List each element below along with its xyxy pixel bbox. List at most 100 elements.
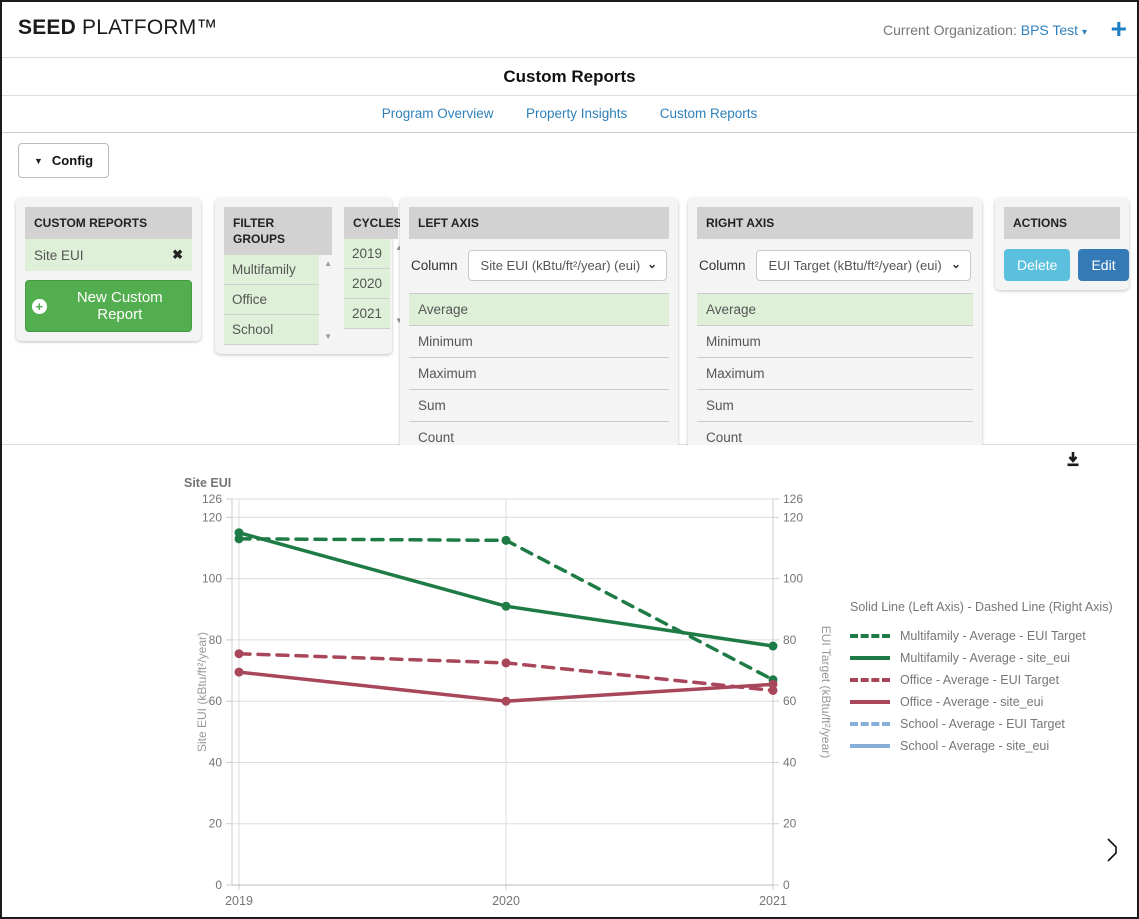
- left-axis-title: LEFT AXIS: [409, 207, 669, 240]
- svg-text:100: 100: [783, 572, 803, 586]
- right-axis-option-minimum[interactable]: Minimum: [697, 325, 973, 357]
- download-chart-icon[interactable]: [1065, 451, 1081, 473]
- left-axis-option-minimum[interactable]: Minimum: [409, 325, 669, 357]
- new-custom-report-button[interactable]: + New Custom Report: [25, 280, 192, 333]
- actions-panel: ACTIONS Delete Edit: [995, 198, 1129, 291]
- right-axis-panel: RIGHT AXIS Column EUI Target (kBtu/ft²/y…: [688, 198, 982, 464]
- dashed-line-swatch: [850, 634, 890, 638]
- legend-label: School - Average - EUI Target: [900, 717, 1065, 731]
- legend-item: School - Average - EUI Target: [850, 713, 1120, 735]
- dashed-line-swatch: [850, 722, 890, 726]
- cycles-scroll: ▲ ▼: [390, 239, 403, 329]
- svg-text:60: 60: [209, 694, 223, 708]
- legend-item: Office - Average - EUI Target: [850, 669, 1120, 691]
- right-axis-column-select[interactable]: EUI Target (kBtu/ft²/year) (eui) ⌄: [755, 250, 971, 282]
- report-item-label: Site EUI: [34, 247, 84, 263]
- svg-text:0: 0: [215, 878, 222, 892]
- right-axis-option-sum[interactable]: Sum: [697, 389, 973, 421]
- left-axis-column-select[interactable]: Site EUI (kBtu/ft²/year) (eui) ⌄: [467, 250, 668, 282]
- title-row: Custom Reports: [2, 58, 1137, 96]
- cycle-2019[interactable]: 2019: [344, 239, 391, 270]
- current-organization-label: Current Organization:: [883, 22, 1017, 38]
- config-toggle-button[interactable]: ▼ Config: [18, 143, 110, 178]
- custom-reports-panel: CUSTOM REPORTS Site EUI ✖ + New Custom R…: [16, 198, 201, 342]
- legend-label: Office - Average - EUI Target: [900, 673, 1060, 687]
- left-axis-panel: LEFT AXIS Column Site EUI (kBtu/ft²/year…: [400, 198, 678, 464]
- chart-title: Site EUI: [184, 476, 232, 490]
- chevron-down-icon: ⌄: [950, 257, 961, 272]
- svg-text:40: 40: [209, 755, 223, 769]
- svg-text:120: 120: [783, 510, 803, 524]
- svg-text:20: 20: [783, 817, 797, 831]
- config-button-label: Config: [51, 153, 94, 168]
- nav-custom-reports[interactable]: Custom Reports: [659, 106, 758, 121]
- new-custom-report-label: New Custom Report: [76, 289, 163, 324]
- legend-label: Multifamily - Average - site_eui: [900, 651, 1070, 665]
- actions-title: ACTIONS: [1004, 207, 1120, 240]
- insights-nav: Program Overview Property Insights Custo…: [2, 96, 1137, 133]
- cycle-2021[interactable]: 2021: [344, 299, 391, 330]
- plus-circle-icon: +: [32, 298, 47, 314]
- right-axis-option-average[interactable]: Average: [697, 293, 973, 326]
- scroll-down-icon[interactable]: ▼: [395, 316, 403, 326]
- add-organization-button[interactable]: +: [1110, 13, 1127, 44]
- right-axis-title: RIGHT AXIS: [697, 207, 973, 240]
- filter-group-multifamily[interactable]: Multifamily: [224, 255, 320, 286]
- nav-program-overview[interactable]: Program Overview: [381, 106, 494, 121]
- svg-text:2019: 2019: [225, 894, 253, 908]
- legend-title: Solid Line (Left Axis) - Dashed Line (Ri…: [850, 600, 1113, 614]
- right-axis-option-maximum[interactable]: Maximum: [697, 357, 973, 389]
- organization-dropdown[interactable]: BPS Test ▾: [1020, 22, 1087, 38]
- filter-groups-title: FILTER GROUPS: [224, 207, 332, 256]
- chart-section: Site EUI 0 0 20 20 40 40 60 60 80 80 100 100 120 120 1…: [2, 445, 1137, 917]
- scroll-up-icon[interactable]: ▲: [395, 243, 403, 253]
- svg-text:80: 80: [209, 633, 223, 647]
- svg-text:EUI Target (kBtu/ft²/year): EUI Target (kBtu/ft²/year): [819, 626, 833, 759]
- cycles-list: 2019 2020 2021: [344, 239, 391, 330]
- legend-item: Office - Average - site_eui: [850, 691, 1120, 713]
- legend-item: Multifamily - Average - EUI Target: [850, 625, 1120, 647]
- delete-button[interactable]: Delete: [1004, 249, 1071, 282]
- svg-text:2021: 2021: [759, 894, 787, 908]
- svg-text:2020: 2020: [492, 894, 520, 908]
- report-item-site-eui[interactable]: Site EUI ✖: [25, 239, 192, 272]
- page-title: Custom Reports: [503, 67, 636, 86]
- logo-seed: SEED: [18, 16, 76, 39]
- left-axis-option-sum[interactable]: Sum: [409, 389, 669, 421]
- legend-label: Multifamily - Average - EUI Target: [900, 629, 1086, 643]
- chevron-down-icon: ⌄: [647, 257, 658, 272]
- app-logo: SEED PLATFORM™: [18, 16, 218, 40]
- mouse-cursor: [1106, 838, 1118, 867]
- current-organization: Current Organization: BPS Test ▾: [883, 22, 1087, 38]
- nav-property-insights[interactable]: Property Insights: [525, 106, 628, 121]
- svg-text:120: 120: [202, 510, 222, 524]
- config-section: ▼ Config CUSTOM REPORTS Site EUI ✖ + New…: [2, 133, 1137, 464]
- svg-text:0: 0: [783, 878, 790, 892]
- left-axis-option-maximum[interactable]: Maximum: [409, 357, 669, 389]
- top-bar: SEED PLATFORM™ Current Organization: BPS…: [2, 2, 1137, 58]
- filter-group-office[interactable]: Office: [224, 285, 320, 316]
- logo-platform: PLATFORM™: [76, 16, 218, 39]
- right-axis-aggregation-list: Average Minimum Maximum Sum Count: [697, 293, 973, 455]
- legend-label: School - Average - site_eui: [900, 739, 1050, 753]
- scroll-up-icon[interactable]: ▲: [324, 259, 332, 269]
- edit-button[interactable]: Edit: [1078, 249, 1129, 282]
- solid-line-swatch: [850, 700, 890, 704]
- cycles-column: CYCLES 2019 2020 2021 ▲ ▼: [344, 207, 403, 345]
- svg-text:40: 40: [783, 755, 797, 769]
- filter-groups-cycles-panel: FILTER GROUPS Multifamily Office School …: [215, 198, 403, 355]
- filter-groups-list: Multifamily Office School: [224, 255, 320, 346]
- filter-group-school[interactable]: School: [224, 315, 320, 346]
- legend-item: Multifamily - Average - site_eui: [850, 647, 1120, 669]
- left-axis-aggregation-list: Average Minimum Maximum Sum Count: [409, 293, 669, 455]
- cycle-2020[interactable]: 2020: [344, 269, 391, 300]
- filter-groups-scroll: ▲ ▼: [319, 255, 332, 345]
- close-icon[interactable]: ✖: [172, 247, 183, 263]
- svg-text:126: 126: [783, 492, 803, 506]
- svg-text:80: 80: [783, 633, 797, 647]
- scroll-down-icon[interactable]: ▼: [324, 332, 332, 342]
- left-axis-option-average[interactable]: Average: [409, 293, 669, 326]
- svg-text:100: 100: [202, 572, 222, 586]
